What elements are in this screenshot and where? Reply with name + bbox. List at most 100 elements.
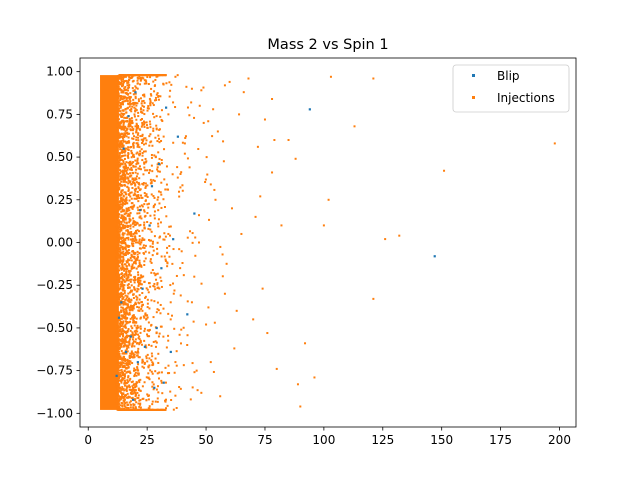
injections-point bbox=[117, 139, 120, 142]
injections-point bbox=[146, 288, 149, 291]
injections-point bbox=[149, 141, 152, 144]
injections-point bbox=[147, 206, 150, 209]
injections-point bbox=[136, 74, 139, 77]
injections-point bbox=[121, 74, 124, 77]
injections-point bbox=[155, 273, 158, 276]
injections-point bbox=[116, 258, 119, 261]
injections-point bbox=[146, 306, 149, 309]
injections-point bbox=[178, 248, 181, 251]
injections-point bbox=[124, 362, 127, 365]
injections-point bbox=[115, 83, 118, 86]
injections-point bbox=[129, 211, 132, 214]
injections-point bbox=[139, 339, 142, 342]
injections-point bbox=[204, 181, 207, 184]
injections-point bbox=[261, 287, 264, 290]
blip-point bbox=[150, 185, 154, 188]
injections-point bbox=[116, 169, 119, 172]
injections-point bbox=[154, 408, 157, 411]
injections-point bbox=[130, 163, 133, 166]
injections-point bbox=[118, 207, 121, 210]
injections-point bbox=[146, 76, 149, 79]
injections-point bbox=[160, 206, 163, 209]
injections-point bbox=[135, 136, 138, 139]
injections-point bbox=[120, 189, 123, 192]
injections-point bbox=[129, 180, 132, 183]
injections-point bbox=[122, 78, 125, 81]
injections-point bbox=[164, 400, 167, 403]
injections-point bbox=[126, 408, 129, 411]
injections-point bbox=[147, 365, 150, 368]
injections-point bbox=[135, 109, 138, 112]
injections-point bbox=[121, 370, 124, 373]
injections-point bbox=[115, 248, 118, 251]
injections-point bbox=[117, 76, 120, 79]
injections-point bbox=[117, 357, 120, 360]
injections-point bbox=[120, 158, 123, 161]
injections-point bbox=[130, 259, 133, 262]
injections-point bbox=[160, 162, 163, 165]
injections-point bbox=[132, 102, 135, 105]
injections-point bbox=[134, 407, 137, 410]
blip-point bbox=[120, 301, 123, 304]
injections-point bbox=[124, 177, 127, 180]
blip-point bbox=[143, 345, 146, 348]
injections-point bbox=[124, 246, 127, 249]
injections-point bbox=[120, 325, 123, 328]
injections-point bbox=[138, 399, 141, 402]
injections-point bbox=[120, 229, 123, 232]
injections-point bbox=[125, 401, 128, 404]
injections-point bbox=[117, 85, 120, 88]
injections-point bbox=[139, 403, 142, 406]
injections-point bbox=[127, 273, 130, 276]
injections-point bbox=[120, 321, 123, 324]
injections-point bbox=[116, 393, 119, 396]
injections-point bbox=[152, 195, 155, 198]
injections-point bbox=[144, 186, 147, 189]
injections-point bbox=[129, 225, 132, 228]
blip-point bbox=[132, 398, 135, 401]
injections-point bbox=[143, 123, 146, 126]
injections-point bbox=[160, 379, 163, 382]
injections-point bbox=[139, 243, 142, 246]
injections-point bbox=[117, 219, 120, 222]
injections-point bbox=[117, 326, 120, 329]
injections-point bbox=[127, 328, 130, 331]
injections-point bbox=[117, 273, 120, 276]
injections-point bbox=[125, 273, 128, 276]
injections-point bbox=[120, 345, 123, 348]
injections-point bbox=[299, 405, 302, 408]
injections-point bbox=[138, 77, 141, 80]
injections-point bbox=[124, 140, 127, 143]
injections-point bbox=[443, 169, 446, 172]
injections-point bbox=[135, 195, 138, 198]
injections-point bbox=[118, 319, 121, 322]
injections-point bbox=[198, 104, 201, 107]
injections-point bbox=[139, 97, 142, 100]
injections-point bbox=[124, 338, 127, 341]
injections-point bbox=[160, 371, 163, 374]
injections-point bbox=[141, 182, 144, 185]
injections-point bbox=[143, 192, 146, 195]
injections-point bbox=[124, 242, 127, 245]
injections-point bbox=[197, 241, 200, 244]
injections-point bbox=[131, 155, 134, 158]
injections-point bbox=[116, 101, 119, 104]
injections-point bbox=[129, 309, 132, 312]
injections-point bbox=[138, 265, 141, 268]
injections-point bbox=[200, 89, 203, 92]
injections-point bbox=[129, 352, 132, 355]
injections-point bbox=[128, 125, 131, 128]
injections-point bbox=[146, 212, 149, 215]
injections-point bbox=[132, 98, 135, 101]
injections-point bbox=[131, 129, 134, 132]
injections-point bbox=[148, 405, 151, 408]
injections-point bbox=[133, 355, 136, 358]
injections-point bbox=[143, 74, 146, 77]
injections-point bbox=[119, 328, 122, 331]
injections-point bbox=[136, 102, 139, 105]
injections-point bbox=[275, 367, 278, 370]
injections-point bbox=[116, 147, 119, 150]
injections-point bbox=[138, 177, 141, 180]
injections-point bbox=[128, 119, 131, 122]
injections-point bbox=[119, 110, 122, 113]
